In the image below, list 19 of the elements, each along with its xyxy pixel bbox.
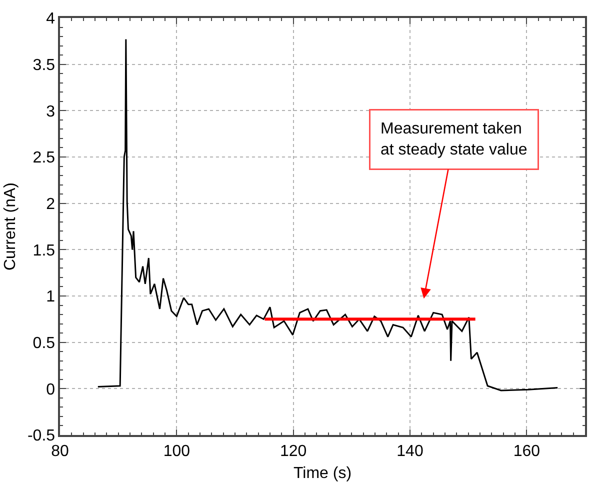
x-tick-label: 160 xyxy=(513,442,540,460)
x-axis-title: Time (s) xyxy=(293,465,352,482)
y-tick-label: 0.5 xyxy=(32,334,56,352)
y-tick-label: 2 xyxy=(46,196,56,213)
x-tick-label: 80 xyxy=(51,442,69,460)
y-tick-label: 4 xyxy=(46,10,56,28)
annotation: Measurement taken at steady state value xyxy=(380,120,528,158)
y-tick-label: 1.5 xyxy=(32,242,56,260)
y-tick-label: 1 xyxy=(46,288,56,306)
y-tick-label: 3.5 xyxy=(32,56,56,74)
line-series xyxy=(97,38,558,392)
y-tick-label: -0.5 xyxy=(27,428,56,445)
y-tick-label: 3 xyxy=(46,103,56,120)
y-tick-label: 2.5 xyxy=(32,150,56,167)
x-tick-label: 100 xyxy=(163,442,190,460)
x-tick-label: 140 xyxy=(396,442,424,460)
x-tick-label: 120 xyxy=(280,442,307,460)
y-tick-label: 0 xyxy=(46,381,56,398)
y-axis-title: Current (nA) xyxy=(2,182,19,271)
